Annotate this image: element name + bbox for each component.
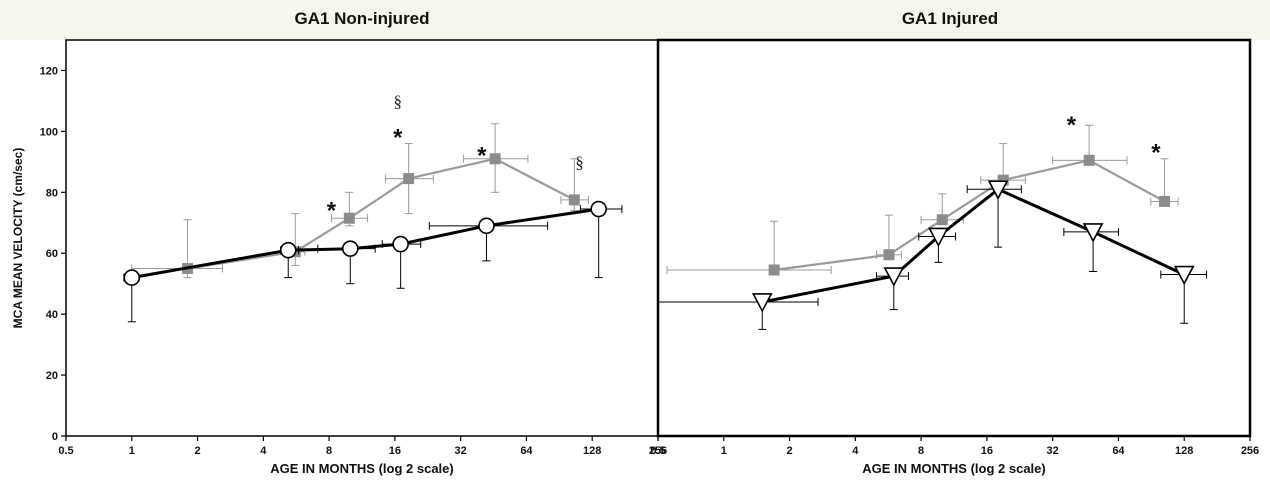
data-point-triangle [751,293,773,313]
data-point-triangle [1173,265,1195,286]
significance-section-mark: § [575,153,584,172]
x-tick-label: 256 [649,445,667,457]
data-point-triangle [883,267,905,287]
x-tick-label: 1 [129,445,135,457]
series-1 [657,180,1208,330]
data-point-square [1159,195,1171,207]
data-point-square [489,153,501,165]
significance-asterisk: * [327,197,337,224]
series-line [131,207,599,280]
data-point-circle [478,217,495,235]
y-tick-label: 60 [46,248,58,260]
series-0 [131,123,589,279]
x-tick-label: 0.5 [650,445,665,457]
series-0 [666,124,1179,276]
chart-title: GA1 Non-injured [294,9,429,28]
significance-asterisk: * [1151,140,1161,167]
plot-frame [65,39,659,437]
data-point-square [403,173,415,185]
data-point-square [568,194,580,206]
y-axis-label: MCA MEAN VELOCITY (cm/sec) [11,148,25,329]
x-tick-label: 128 [1175,445,1193,457]
x-tick-label: 32 [455,445,467,457]
series-line [187,157,575,270]
x-tick-label: 1 [721,445,727,457]
x-tick-label: 64 [1112,445,1125,457]
x-tick-label: 2 [786,445,792,457]
significance-section-mark: § [394,92,403,111]
y-tick-label: 120 [40,65,58,77]
data-point-square [1083,154,1095,166]
plot-frame [656,38,1252,438]
x-tick-label: 32 [1047,445,1059,457]
y-tick-label: 0 [52,431,58,443]
y-tick-label: 40 [46,309,58,321]
data-point-circle [392,235,409,253]
data-point-triangle [987,180,1009,200]
data-point-circle [123,269,141,286]
chart-title: GA1 Injured [902,9,998,28]
series-line [773,159,1166,272]
data-point-circle [279,241,297,259]
data-point-square [883,249,895,261]
x-tick-label: 16 [389,445,401,457]
significance-asterisk: * [1067,112,1077,139]
series-1 [123,200,623,323]
x-tick-label: 8 [918,445,924,457]
y-tick-label: 20 [46,370,58,382]
data-point-square [997,174,1009,186]
panel-non-injured: GA1 Non-injured 0.5 1 2 4 8 16 32 64 128 256 AGE IN… [11,9,667,476]
x-tick-label: 0.5 [58,445,73,457]
panel-injured: GA1 Injured 0.5 1 2 4 8 16 32 64 128 256 AGE IN MON… [650,9,1259,476]
x-tick-label: 8 [326,445,332,457]
data-point-triangle [1082,223,1104,243]
x-axis-label: AGE IN MONTHS (log 2 scale) [270,461,453,476]
series-line [762,187,1185,304]
data-point-square [768,264,780,276]
y-tick-label: 80 [46,187,58,199]
significance-asterisk: * [393,124,403,151]
data-point-circle [590,200,607,218]
top-band [0,0,1270,40]
x-tick-label: 2 [194,445,200,457]
x-tick-label: 16 [981,445,993,457]
data-point-square [936,214,948,226]
significance-asterisk: * [477,143,487,170]
data-point-triangle [928,227,949,248]
x-tick-label: 256 [1241,445,1259,457]
x-tick-label: 4 [260,445,267,457]
x-tick-label: 128 [583,445,601,457]
x-tick-label: 4 [852,445,859,457]
x-axis-label: AGE IN MONTHS (log 2 scale) [862,461,1045,476]
x-tick-label: 64 [520,445,533,457]
data-point-circle [341,240,359,257]
y-tick-label: 100 [40,126,58,138]
data-point-square [343,212,355,224]
